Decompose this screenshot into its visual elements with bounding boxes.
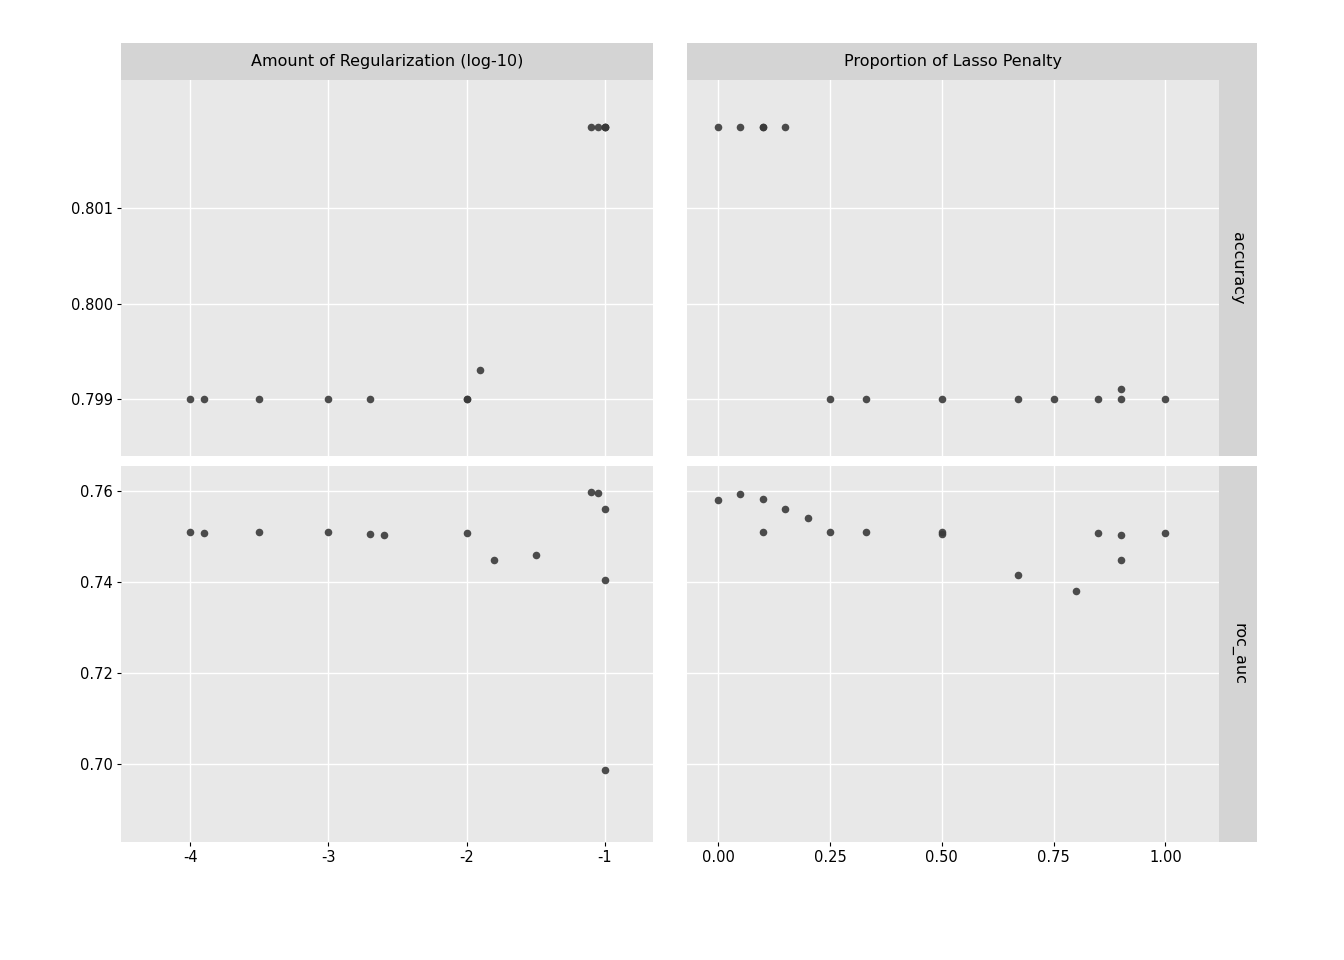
Text: Amount of Regularization (log-10): Amount of Regularization (log-10)	[251, 54, 523, 69]
Point	[1110, 553, 1132, 568]
Point	[707, 492, 728, 508]
Point	[194, 391, 215, 406]
Point	[456, 525, 477, 540]
Point	[707, 120, 728, 135]
Point	[594, 501, 616, 516]
Point	[855, 391, 876, 406]
Text: accuracy: accuracy	[1230, 231, 1246, 304]
Point	[179, 524, 200, 540]
Point	[317, 391, 339, 406]
Point	[931, 391, 953, 406]
Point	[594, 762, 616, 778]
Point	[855, 524, 876, 540]
Text: Proportion of Lasso Penalty: Proportion of Lasso Penalty	[844, 54, 1062, 69]
Point	[587, 120, 609, 135]
Point	[1154, 391, 1176, 406]
Point	[818, 524, 840, 540]
Point	[581, 120, 602, 135]
Point	[753, 120, 774, 135]
Point	[730, 120, 751, 135]
Point	[753, 492, 774, 507]
Point	[594, 572, 616, 588]
Point	[179, 391, 200, 406]
Point	[581, 485, 602, 500]
Point	[249, 391, 270, 406]
Point	[774, 120, 796, 135]
Point	[194, 525, 215, 540]
Point	[359, 526, 380, 541]
Point	[456, 391, 477, 406]
Point	[1087, 525, 1109, 540]
Point	[797, 511, 818, 526]
Point	[931, 524, 953, 540]
Point	[1110, 382, 1132, 397]
Point	[1110, 391, 1132, 406]
Point	[1007, 391, 1028, 406]
Text: roc_auc: roc_auc	[1230, 623, 1246, 684]
Point	[1087, 391, 1109, 406]
Point	[818, 391, 840, 406]
Point	[526, 547, 547, 563]
Point	[1110, 528, 1132, 543]
Point	[1007, 567, 1028, 583]
Point	[469, 363, 491, 378]
Point	[1154, 525, 1176, 540]
Point	[1066, 584, 1087, 599]
Point	[249, 524, 270, 540]
Point	[1043, 391, 1064, 406]
Point	[753, 120, 774, 135]
Point	[594, 120, 616, 135]
Point	[753, 524, 774, 540]
Point	[594, 120, 616, 135]
Point	[730, 487, 751, 502]
Point	[372, 527, 394, 542]
Point	[587, 486, 609, 501]
Point	[484, 553, 505, 568]
Point	[931, 526, 953, 541]
Point	[456, 391, 477, 406]
Point	[359, 391, 380, 406]
Point	[317, 524, 339, 540]
Point	[774, 501, 796, 516]
Point	[594, 120, 616, 135]
